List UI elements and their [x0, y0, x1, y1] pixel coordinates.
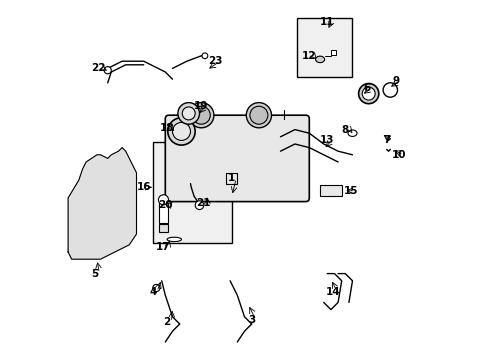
Polygon shape [68, 148, 136, 259]
Text: 12: 12 [302, 51, 316, 61]
Circle shape [249, 106, 267, 124]
Text: 22: 22 [91, 63, 106, 73]
Bar [226, 173, 237, 184]
Text: 6: 6 [363, 83, 370, 93]
Ellipse shape [315, 56, 324, 63]
Circle shape [178, 103, 199, 124]
Bar [159, 203, 167, 223]
Bar [330, 50, 335, 55]
Circle shape [182, 107, 195, 120]
Circle shape [152, 284, 160, 292]
Circle shape [167, 118, 195, 145]
Bar [296, 18, 352, 77]
Circle shape [158, 195, 168, 205]
Ellipse shape [347, 130, 356, 136]
Text: 1: 1 [228, 173, 235, 183]
Text: 8: 8 [341, 125, 348, 135]
Circle shape [358, 84, 378, 104]
FancyBboxPatch shape [165, 115, 309, 202]
Text: 7: 7 [382, 135, 389, 145]
Text: 14: 14 [325, 287, 339, 297]
Text: 21: 21 [196, 198, 210, 208]
Text: 13: 13 [319, 135, 334, 145]
Text: 16: 16 [136, 182, 151, 192]
Text: 3: 3 [247, 315, 255, 325]
Circle shape [382, 83, 397, 97]
Text: 5: 5 [91, 269, 99, 279]
Text: 11: 11 [319, 17, 334, 27]
Circle shape [188, 103, 213, 128]
Circle shape [172, 122, 190, 140]
Text: 10: 10 [391, 150, 406, 160]
Text: 23: 23 [208, 56, 223, 66]
Circle shape [362, 87, 374, 100]
Text: 2: 2 [163, 317, 170, 327]
Circle shape [246, 103, 271, 128]
Text: 9: 9 [391, 76, 398, 86]
Circle shape [202, 53, 207, 59]
Text: 15: 15 [343, 186, 357, 196]
Ellipse shape [167, 237, 181, 242]
Bar [320, 185, 341, 196]
Text: 17: 17 [156, 242, 170, 252]
Bar [152, 142, 231, 243]
Circle shape [104, 67, 111, 74]
Text: 4: 4 [149, 287, 156, 297]
Text: 18: 18 [160, 123, 174, 133]
Text: 20: 20 [158, 200, 172, 210]
Text: 19: 19 [194, 101, 208, 111]
Circle shape [195, 201, 203, 210]
Circle shape [192, 106, 210, 124]
Bar [159, 224, 167, 232]
